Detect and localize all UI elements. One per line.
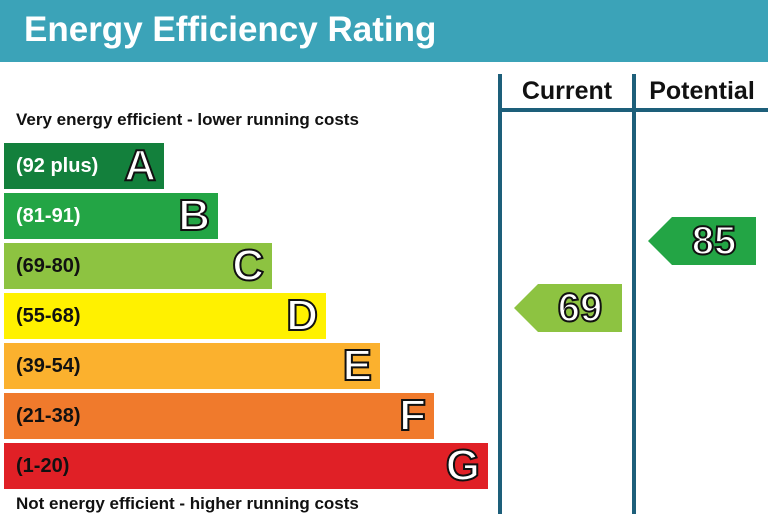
band-c: (69-80) C — [4, 241, 272, 291]
band-letter: A — [123, 141, 157, 191]
band-letter: B — [177, 191, 211, 241]
header-underline — [500, 108, 768, 112]
band-f: (21-38) F — [4, 391, 434, 441]
band-letter: D — [285, 291, 319, 341]
band-range-label: (92 plus) — [16, 155, 99, 177]
band-letter: C — [231, 241, 265, 291]
band-range-label: (69-80) — [16, 255, 81, 277]
current-rating-value: 69 — [557, 285, 604, 331]
chart-title: Energy Efficiency Rating — [24, 10, 437, 49]
band-g: (1-20) G — [4, 441, 488, 491]
potential-rating-value: 85 — [691, 218, 738, 264]
band-letter: E — [342, 341, 373, 391]
band-a: (92 plus) A — [4, 141, 164, 191]
band-e: (39-54) E — [4, 341, 380, 391]
potential-rating-arrow: 85 — [648, 217, 756, 265]
current-rating-arrow: 69 — [514, 284, 622, 332]
band-d: (55-68) D — [4, 291, 326, 341]
band-range-label: (81-91) — [16, 205, 81, 227]
top-note: Very energy efficient - lower running co… — [16, 110, 359, 129]
title-banner: Energy Efficiency Rating — [0, 0, 768, 62]
band-letter: G — [445, 441, 481, 491]
band-b: (81-91) B — [4, 191, 218, 241]
bottom-note: Not energy efficient - higher running co… — [16, 494, 359, 513]
band-range-label: (1-20) — [16, 455, 70, 477]
current-column-header: Current — [521, 77, 613, 105]
current-potential-divider — [632, 74, 636, 514]
current-column-left-rule — [498, 74, 502, 514]
band-letter: F — [398, 391, 427, 441]
potential-column-header: Potential — [649, 77, 755, 105]
band-range-label: (39-54) — [16, 355, 81, 377]
band-range-label: (55-68) — [16, 305, 81, 327]
band-range-label: (21-38) — [16, 405, 81, 427]
